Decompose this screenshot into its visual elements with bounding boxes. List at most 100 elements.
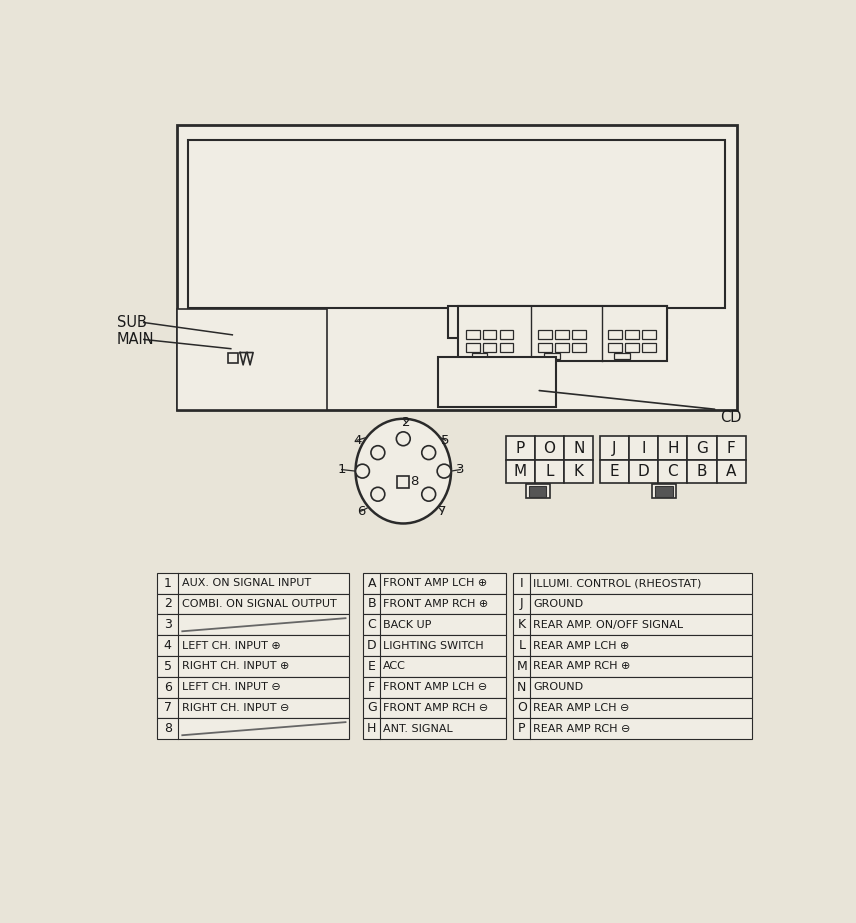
Text: L: L — [519, 639, 526, 652]
Bar — [687, 437, 716, 460]
Circle shape — [396, 432, 410, 446]
Bar — [514, 718, 752, 739]
Bar — [157, 573, 349, 593]
Text: G: G — [367, 701, 377, 714]
Bar — [157, 615, 349, 635]
Bar — [363, 656, 506, 677]
Bar — [514, 656, 752, 677]
Bar — [363, 573, 506, 593]
Text: 3: 3 — [456, 463, 465, 476]
Text: SUB: SUB — [116, 315, 146, 330]
Circle shape — [355, 464, 370, 478]
Bar — [514, 615, 752, 635]
Circle shape — [498, 367, 532, 402]
Bar — [642, 330, 656, 340]
Text: 5: 5 — [442, 434, 450, 447]
Text: FRONT AMP RCH ⊕: FRONT AMP RCH ⊕ — [383, 599, 489, 609]
Bar — [687, 460, 716, 483]
Bar — [600, 437, 629, 460]
Bar — [157, 593, 349, 615]
Text: GROUND: GROUND — [533, 599, 584, 609]
Text: GROUND: GROUND — [533, 682, 584, 692]
Circle shape — [371, 487, 385, 501]
Bar — [363, 698, 506, 718]
Text: J: J — [520, 597, 524, 610]
Text: B: B — [697, 463, 707, 479]
Text: M: M — [516, 660, 527, 673]
Text: D: D — [638, 463, 650, 479]
Bar — [500, 342, 514, 352]
Bar — [544, 354, 560, 359]
Bar — [363, 593, 506, 615]
Bar — [188, 140, 725, 308]
Circle shape — [493, 363, 537, 406]
Bar — [157, 635, 349, 656]
Text: H: H — [367, 722, 377, 736]
Text: AUX. ON SIGNAL INPUT: AUX. ON SIGNAL INPUT — [182, 578, 312, 588]
Text: BACK UP: BACK UP — [383, 619, 431, 629]
Text: 1: 1 — [337, 463, 346, 476]
Text: A: A — [726, 463, 736, 479]
Text: 7: 7 — [163, 701, 172, 714]
Text: N: N — [517, 680, 526, 693]
Circle shape — [229, 334, 278, 383]
Bar — [608, 342, 622, 352]
Bar — [506, 460, 535, 483]
Bar — [448, 306, 668, 338]
Text: K: K — [518, 618, 526, 631]
Bar — [514, 698, 752, 718]
Bar — [500, 330, 514, 340]
Bar — [506, 437, 535, 460]
Bar — [615, 354, 630, 359]
Bar — [600, 460, 629, 483]
Text: 6: 6 — [357, 505, 366, 518]
Text: LIGHTING SWITCH: LIGHTING SWITCH — [383, 641, 484, 651]
Text: J: J — [612, 440, 616, 456]
Bar — [652, 485, 675, 498]
Text: REAR AMP RCH ⊕: REAR AMP RCH ⊕ — [533, 661, 631, 671]
Text: REAR AMP LCH ⊖: REAR AMP LCH ⊖ — [533, 703, 630, 713]
Text: B: B — [367, 597, 376, 610]
Bar — [438, 357, 556, 407]
Bar — [572, 342, 586, 352]
Bar — [716, 460, 746, 483]
Text: 5: 5 — [163, 660, 172, 673]
Text: E: E — [609, 463, 619, 479]
Bar — [656, 485, 673, 497]
Text: FRONT AMP RCH ⊖: FRONT AMP RCH ⊖ — [383, 703, 489, 713]
Text: LEFT CH. INPUT ⊖: LEFT CH. INPUT ⊖ — [182, 682, 281, 692]
Text: I: I — [641, 440, 645, 456]
Circle shape — [371, 446, 385, 460]
Bar — [157, 677, 349, 698]
Text: I: I — [520, 577, 524, 590]
Text: N: N — [574, 440, 585, 456]
Text: O: O — [544, 440, 556, 456]
Text: 6: 6 — [163, 680, 171, 693]
Bar — [538, 330, 552, 340]
Bar — [555, 330, 569, 340]
Bar — [564, 437, 593, 460]
Bar — [538, 342, 552, 352]
Text: REAR AMP. ON/OFF SIGNAL: REAR AMP. ON/OFF SIGNAL — [533, 619, 684, 629]
Bar — [363, 635, 506, 656]
Text: F: F — [727, 440, 735, 456]
Text: COMBI. ON SIGNAL OUTPUT: COMBI. ON SIGNAL OUTPUT — [182, 599, 337, 609]
Text: C: C — [668, 463, 678, 479]
Text: M: M — [514, 463, 527, 479]
Bar — [535, 437, 564, 460]
Bar — [228, 354, 238, 363]
Text: ACC: ACC — [383, 661, 406, 671]
Text: 7: 7 — [437, 505, 446, 518]
Bar — [658, 437, 687, 460]
Bar — [716, 437, 746, 460]
Bar — [608, 330, 622, 340]
Text: FRONT AMP LCH ⊖: FRONT AMP LCH ⊖ — [383, 682, 488, 692]
Text: A: A — [367, 577, 376, 590]
Bar — [514, 593, 752, 615]
Bar — [472, 354, 487, 359]
Bar — [526, 485, 550, 498]
Text: 4: 4 — [353, 434, 361, 447]
Bar — [629, 460, 658, 483]
Text: P: P — [515, 440, 525, 456]
Text: F: F — [368, 680, 375, 693]
